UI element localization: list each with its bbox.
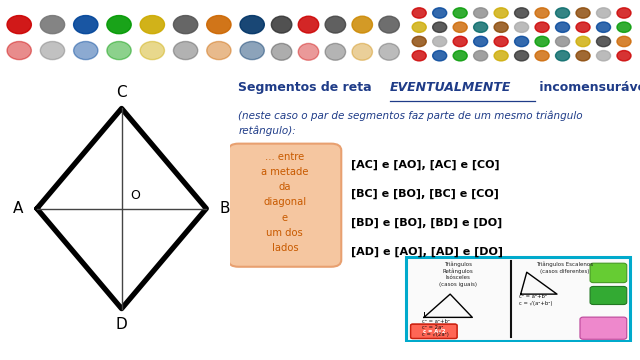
Text: [AD] e [AO], [AD] e [DO]: [AD] e [AO], [AD] e [DO] — [351, 246, 504, 257]
Text: (neste caso o par de segmentos faz parte de um mesmo triângulo
retângulo):: (neste caso o par de segmentos faz parte… — [239, 111, 583, 136]
Text: O: O — [130, 189, 140, 202]
Ellipse shape — [556, 22, 570, 32]
Ellipse shape — [107, 15, 131, 34]
Ellipse shape — [107, 41, 131, 60]
Ellipse shape — [515, 22, 529, 32]
Text: incomensuráveis: incomensuráveis — [535, 81, 640, 94]
Ellipse shape — [535, 36, 549, 47]
Ellipse shape — [7, 41, 31, 60]
Ellipse shape — [556, 36, 570, 47]
Ellipse shape — [515, 50, 529, 61]
Ellipse shape — [474, 50, 488, 61]
Ellipse shape — [556, 8, 570, 18]
Text: ... entre
a metade
da
diagonal
e
um dos
lados: ... entre a metade da diagonal e um dos … — [261, 152, 308, 253]
FancyBboxPatch shape — [590, 263, 627, 283]
Ellipse shape — [379, 16, 399, 33]
Ellipse shape — [173, 15, 198, 34]
Ellipse shape — [140, 15, 164, 34]
Ellipse shape — [453, 8, 467, 18]
Text: Triângulos
Retângulos
Isósceles
(casos iguais): Triângulos Retângulos Isósceles (casos i… — [439, 262, 477, 287]
Text: [AC] e [AO], [AC] e [CO]: [AC] e [AO], [AC] e [CO] — [351, 160, 500, 170]
Text: c² = a²+b²
c = √(a²+b²): c² = a²+b² c = √(a²+b²) — [518, 294, 552, 306]
Ellipse shape — [433, 36, 447, 47]
Ellipse shape — [207, 15, 231, 34]
Ellipse shape — [576, 36, 590, 47]
Text: [BC] e [BO], [BC] e [CO]: [BC] e [BO], [BC] e [CO] — [351, 189, 499, 199]
Ellipse shape — [453, 50, 467, 61]
Ellipse shape — [352, 44, 372, 60]
FancyBboxPatch shape — [406, 257, 630, 341]
Ellipse shape — [352, 16, 372, 33]
Ellipse shape — [474, 36, 488, 47]
Ellipse shape — [412, 8, 426, 18]
Ellipse shape — [325, 16, 346, 33]
Ellipse shape — [494, 36, 508, 47]
Ellipse shape — [412, 50, 426, 61]
Ellipse shape — [433, 50, 447, 61]
Ellipse shape — [271, 16, 292, 33]
Ellipse shape — [596, 36, 611, 47]
Ellipse shape — [494, 8, 508, 18]
Ellipse shape — [515, 8, 529, 18]
Ellipse shape — [298, 44, 319, 60]
Ellipse shape — [207, 41, 231, 60]
Ellipse shape — [576, 22, 590, 32]
Ellipse shape — [617, 50, 631, 61]
Ellipse shape — [617, 8, 631, 18]
Text: B: B — [220, 201, 230, 216]
Text: [BD] e [BO], [BD] e [DO]: [BD] e [BO], [BD] e [DO] — [351, 217, 502, 228]
FancyBboxPatch shape — [411, 324, 457, 338]
FancyBboxPatch shape — [228, 144, 341, 267]
FancyBboxPatch shape — [580, 317, 627, 339]
Ellipse shape — [433, 8, 447, 18]
Ellipse shape — [535, 50, 549, 61]
Ellipse shape — [379, 44, 399, 60]
Ellipse shape — [412, 36, 426, 47]
Ellipse shape — [453, 36, 467, 47]
Ellipse shape — [596, 22, 611, 32]
Ellipse shape — [74, 41, 98, 60]
Ellipse shape — [240, 41, 264, 60]
Ellipse shape — [617, 22, 631, 32]
Ellipse shape — [617, 36, 631, 47]
Ellipse shape — [7, 15, 31, 34]
Ellipse shape — [474, 8, 488, 18]
Ellipse shape — [576, 50, 590, 61]
Text: Triângulos Escalenos
(casos diferentes): Triângulos Escalenos (casos diferentes) — [536, 262, 594, 274]
Ellipse shape — [515, 36, 529, 47]
Ellipse shape — [494, 22, 508, 32]
Text: c² = a²+b²
c² = 2a²
c = √(2a²): c² = a²+b² c² = 2a² c = √(2a²) — [422, 319, 450, 337]
Ellipse shape — [298, 16, 319, 33]
Ellipse shape — [40, 15, 65, 34]
Text: D: D — [116, 317, 127, 332]
Ellipse shape — [596, 50, 611, 61]
Ellipse shape — [576, 8, 590, 18]
Ellipse shape — [433, 22, 447, 32]
Ellipse shape — [474, 22, 488, 32]
Ellipse shape — [325, 44, 346, 60]
Ellipse shape — [173, 41, 198, 60]
Text: Segmentos de reta: Segmentos de reta — [239, 81, 376, 94]
Ellipse shape — [74, 15, 98, 34]
Ellipse shape — [140, 41, 164, 60]
Ellipse shape — [240, 15, 264, 34]
Text: EVENTUALMENTE: EVENTUALMENTE — [390, 81, 511, 94]
Ellipse shape — [40, 41, 65, 60]
Ellipse shape — [535, 8, 549, 18]
Ellipse shape — [453, 22, 467, 32]
Ellipse shape — [494, 50, 508, 61]
FancyBboxPatch shape — [590, 287, 627, 305]
Ellipse shape — [271, 44, 292, 60]
Ellipse shape — [535, 22, 549, 32]
Ellipse shape — [412, 22, 426, 32]
Ellipse shape — [596, 8, 611, 18]
FancyBboxPatch shape — [411, 324, 457, 338]
Text: C: C — [116, 85, 127, 100]
Ellipse shape — [556, 50, 570, 61]
Text: A: A — [13, 201, 23, 216]
Text: c = A√2: c = A√2 — [423, 329, 445, 334]
